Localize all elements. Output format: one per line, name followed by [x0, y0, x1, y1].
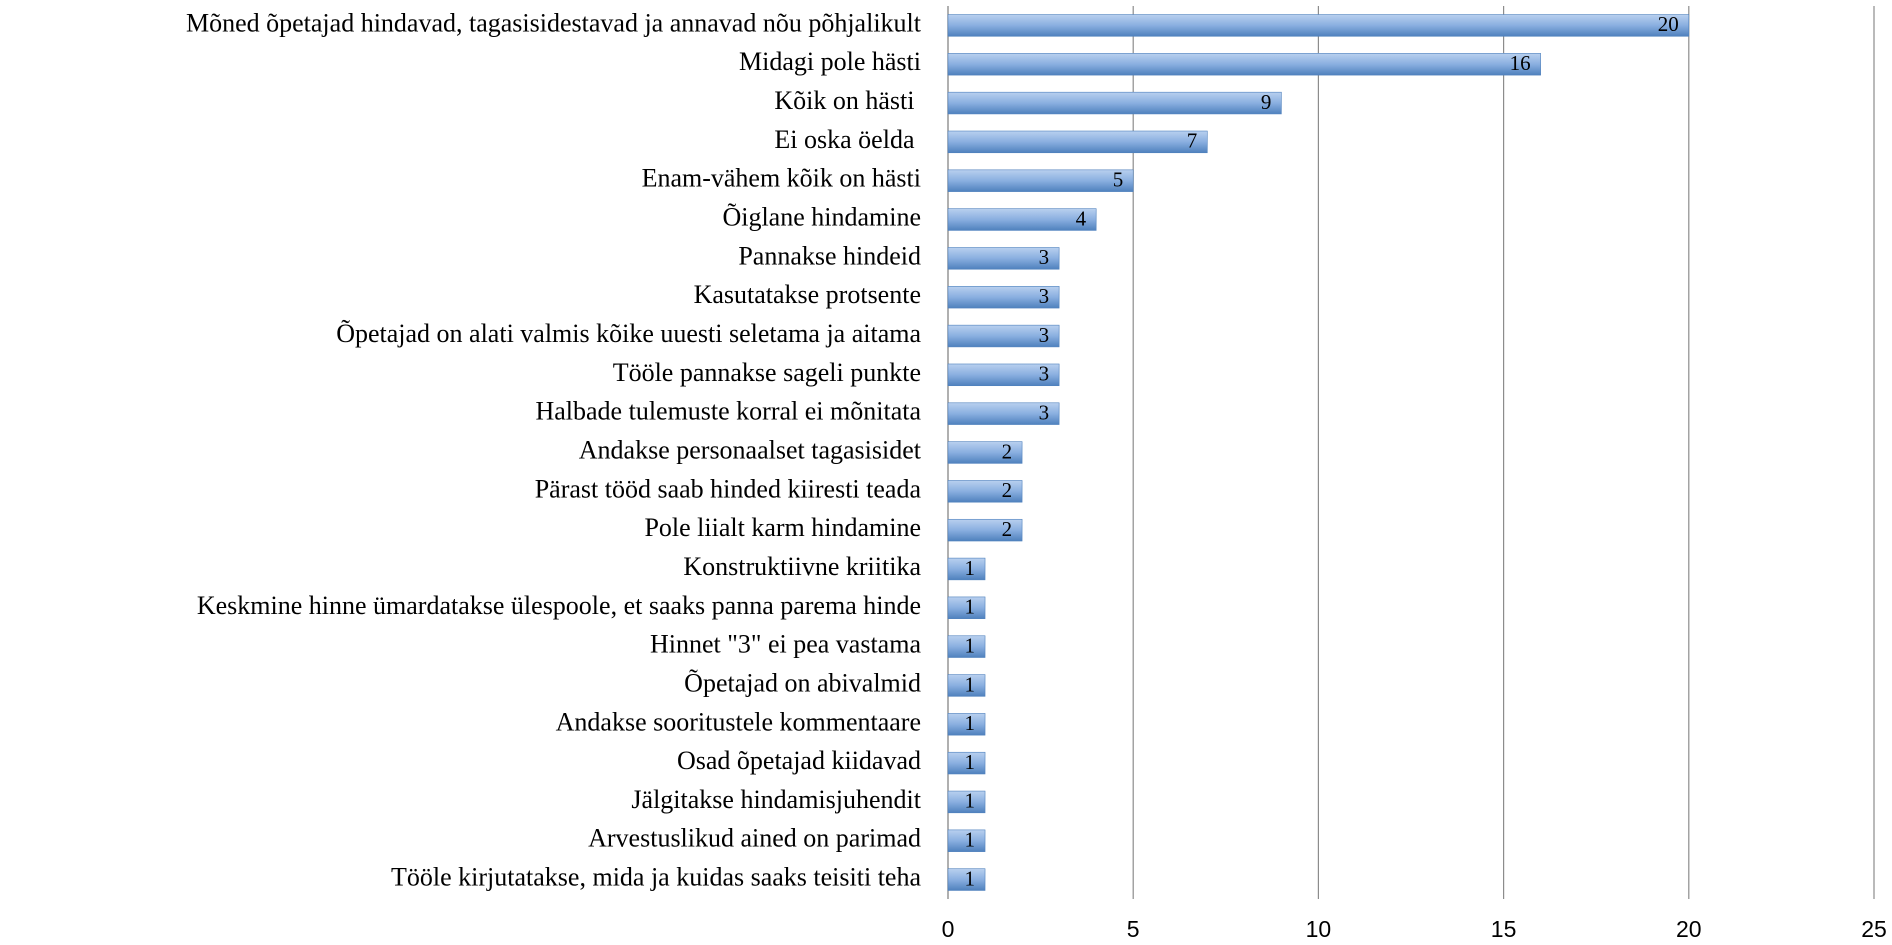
- y-tick-label: Mõned õpetajad hindavad, tagasisidestava…: [186, 8, 922, 37]
- bar: [947, 169, 1134, 192]
- data-label: 3: [1039, 245, 1050, 269]
- y-tick-label: Halbade tulemuste korral ei mõnitata: [535, 397, 921, 426]
- data-label: 20: [1658, 12, 1679, 36]
- data-label: 2: [1002, 439, 1013, 463]
- y-tick-label: Andakse sooritustele kommentaare: [556, 707, 921, 736]
- bar: [947, 480, 1023, 503]
- bar: [947, 790, 986, 814]
- y-tick-label: Midagi pole hästi: [739, 47, 921, 76]
- bar: [947, 518, 1023, 542]
- bar: [947, 14, 1690, 37]
- data-label: 1: [965, 672, 976, 696]
- x-tick-label: 20: [1676, 916, 1702, 942]
- bar: [947, 402, 1060, 425]
- y-tick-label: Arvestuslikud ained on parimad: [588, 824, 921, 853]
- y-tick-label: Konstruktiivne kriitika: [683, 552, 921, 581]
- y-tick-label: Õpetajad on abivalmid: [684, 668, 921, 697]
- data-label: 4: [1076, 206, 1087, 230]
- bar: [947, 130, 1208, 154]
- y-tick-label: Õpetajad on alati valmis kõike uuesti se…: [336, 319, 921, 348]
- y-tick-label: Pärast tööd saab hinded kiiresti teada: [535, 474, 922, 503]
- bar: [947, 713, 986, 736]
- data-label: 3: [1039, 284, 1050, 308]
- data-label: 1: [965, 866, 976, 890]
- bar: [947, 635, 986, 658]
- bar: [947, 441, 1023, 464]
- data-label: 1: [965, 556, 976, 580]
- bar: [947, 868, 986, 891]
- y-tick-label: Pole liialt karm hindamine: [644, 513, 921, 542]
- data-label: 1: [965, 711, 976, 735]
- bar: [947, 324, 1060, 348]
- bar: [947, 751, 986, 775]
- y-tick-label: Kasutatakse protsente: [694, 280, 921, 309]
- y-tick-label: Keskmine hinne ümardatakse ülespoole, et…: [197, 591, 921, 620]
- y-tick-label: Tööle pannakse sageli punkte: [613, 358, 921, 387]
- y-tick-label: Tööle kirjutatakse, mida ja kuidas saaks…: [391, 863, 921, 892]
- data-label: 3: [1039, 362, 1050, 386]
- data-label: 9: [1261, 90, 1272, 114]
- y-tick-label: Pannakse hindeid: [738, 241, 921, 270]
- data-label: 16: [1510, 51, 1531, 75]
- x-tick-label: 25: [1861, 916, 1887, 942]
- data-label: 3: [1039, 400, 1050, 424]
- data-label: 7: [1187, 129, 1198, 153]
- data-label: 5: [1113, 168, 1124, 192]
- y-tick-label: Enam-vähem kõik on hästi: [642, 164, 921, 193]
- x-tick-label: 5: [1127, 916, 1140, 942]
- bar: [947, 208, 1097, 231]
- x-tick-label: 15: [1491, 916, 1517, 942]
- bar: [947, 363, 1060, 387]
- y-tick-label: Kõik on hästi: [774, 86, 921, 115]
- x-tick-label: 0: [942, 916, 955, 942]
- x-tick-label: 10: [1306, 916, 1332, 942]
- data-label: 1: [965, 633, 976, 657]
- data-label: 1: [965, 595, 976, 619]
- bar: [947, 91, 1282, 115]
- data-label: 1: [965, 789, 976, 813]
- bar: [947, 557, 986, 581]
- data-label: 3: [1039, 323, 1050, 347]
- bar: [947, 286, 1060, 309]
- y-tick-label: Õiglane hindamine: [722, 203, 921, 232]
- data-label: 1: [965, 828, 976, 852]
- y-tick-label: Osad õpetajad kiidavad: [677, 746, 921, 775]
- y-tick-label: Ei oska öelda: [774, 125, 921, 154]
- data-label: 2: [1002, 478, 1013, 502]
- y-tick-label: Jälgitakse hindamisjuhendit: [631, 785, 921, 814]
- bar: [947, 247, 1060, 270]
- y-tick-label: Andakse personaalset tagasisidet: [579, 435, 922, 464]
- bar: [947, 829, 986, 852]
- data-label: 2: [1002, 517, 1013, 541]
- bar: [947, 674, 986, 697]
- data-label: 1: [965, 750, 976, 774]
- y-tick-label: Hinnet "3" ei pea vastama: [650, 630, 921, 659]
- bar: [947, 53, 1541, 76]
- bar: [947, 596, 986, 619]
